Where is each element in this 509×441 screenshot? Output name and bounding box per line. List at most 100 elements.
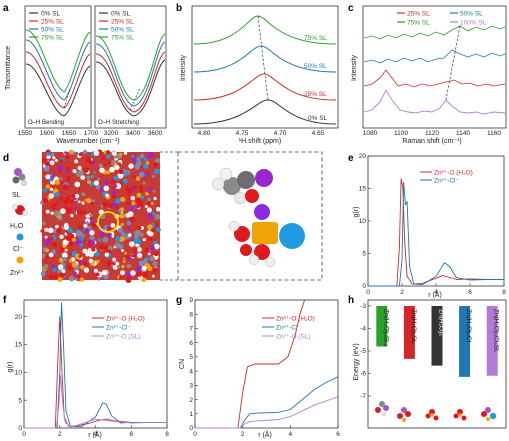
panel-b-tick: 4.65 bbox=[312, 130, 325, 137]
legend-label: Zn²⁺-O (H₂O) bbox=[434, 170, 473, 177]
hydrogen-atom bbox=[228, 220, 240, 232]
legend-label-cl: Cl⁻ bbox=[13, 246, 24, 253]
panel-e-xlabel: r (Å) bbox=[428, 290, 442, 299]
x-tick-label: 2 bbox=[400, 289, 404, 296]
panel-a-letter: a bbox=[3, 3, 9, 14]
x-tick-label: 8 bbox=[165, 431, 169, 438]
panel-b-series-label: 75% SL bbox=[304, 35, 327, 42]
panel-e-legend: Zn²⁺-O (H₂O) Zn²⁺-Cl⁻ bbox=[420, 170, 473, 185]
series-line-2 bbox=[195, 376, 339, 429]
chloride-ion-icon bbox=[16, 233, 24, 241]
panel-e: e g(r) r (Å) 0 5 10 15 20 0 2 4 6 8 Zn²⁺-O (H₂O)… bbox=[348, 153, 506, 299]
panel-a-left-tick: 1650 bbox=[62, 130, 77, 137]
legend-label: 25% SL bbox=[111, 19, 134, 26]
zinc-ion bbox=[252, 222, 278, 244]
cluster-thumbnail-icon bbox=[397, 407, 411, 422]
panel-f-ylabel: g(r) bbox=[7, 362, 14, 373]
panel-f-frame bbox=[23, 299, 168, 429]
panel-h-letter: h bbox=[348, 295, 354, 306]
legend-label-sl: SL bbox=[12, 192, 21, 199]
hydrogen-atom bbox=[264, 256, 276, 268]
panel-b-tick: 4.80 bbox=[198, 130, 211, 137]
water-oxygen bbox=[240, 244, 252, 256]
x-tick-label: 8 bbox=[502, 289, 506, 296]
y-tick-label: 8 bbox=[189, 311, 193, 318]
legend-label: Zn²⁺-Cl⁻ bbox=[276, 325, 301, 332]
panel-a-right-tick: 3400 bbox=[126, 130, 141, 137]
panel-a-right-note: O–H Stretching bbox=[98, 120, 139, 126]
panel-a-right-curve-25 bbox=[95, 51, 166, 113]
legend-label: 100% SL bbox=[460, 20, 487, 27]
cluster-thumbnail-icon bbox=[425, 409, 439, 421]
panel-c-frame bbox=[362, 5, 507, 129]
legend-label: 0% SL bbox=[41, 11, 61, 18]
chloride-ion bbox=[279, 223, 305, 249]
panel-a-left-tick: 1700 bbox=[84, 130, 99, 137]
panel-h: h Energy (eV) -3 -4 -5 -6 -7 Zn(H₂O)₃SL₃ Zn(H… bbox=[348, 295, 507, 429]
hydrogen-atom bbox=[219, 167, 233, 181]
y-tick-label: 2 bbox=[189, 397, 193, 404]
x-tick-label: 0 bbox=[193, 431, 197, 438]
panel-b-ylabel: Intensity bbox=[180, 54, 187, 81]
cluster-thumbnail-icon bbox=[481, 407, 497, 421]
panel-a: a Transmittance Wavenumber (cm⁻¹) O–H Be… bbox=[3, 3, 167, 145]
series-line-3 bbox=[24, 374, 167, 429]
panel-a-left-curve-50 bbox=[25, 39, 91, 101]
panel-e-letter: e bbox=[348, 153, 354, 164]
panel-c-curve-50 bbox=[363, 49, 506, 64]
panel-b-series-label: 50% SL bbox=[304, 63, 327, 70]
y-tick-label: 15 bbox=[359, 186, 367, 193]
energy-bar bbox=[459, 306, 471, 377]
panel-c-curve-100 bbox=[363, 89, 506, 115]
panel-a-left-curve-25 bbox=[25, 51, 91, 109]
panel-b-curve-25 bbox=[193, 73, 337, 101]
panel-c: c Intensity Raman shift (cm⁻¹) 1080 1100… bbox=[348, 3, 507, 145]
bar-category-label: Zn(H₂O)₅Cl bbox=[465, 309, 472, 343]
panel-c-letter: c bbox=[348, 3, 354, 14]
panel-b-letter: b bbox=[176, 3, 182, 14]
bar-category-label: Zn(H₂O)₅SL bbox=[410, 309, 417, 344]
bar-category-label: Zn(H₂O)₃Cl₃SL bbox=[493, 309, 500, 353]
legend-label: 75% SL bbox=[407, 20, 430, 27]
y-tick-label: 5 bbox=[189, 354, 193, 361]
y-tick-label: 15 bbox=[15, 342, 23, 349]
legend-label: 50% SL bbox=[41, 27, 64, 34]
legend-label: Zn²⁺-O (H₂O) bbox=[106, 316, 145, 323]
x-tick-label: 4 bbox=[94, 431, 98, 438]
series-line-1 bbox=[195, 299, 306, 429]
panel-a-left-frame bbox=[24, 5, 92, 129]
panel-c-legend: 25% SL 50% SL 75% SL 100% SL bbox=[397, 11, 487, 27]
oxygen-atom bbox=[245, 189, 259, 203]
x-tick-label: 4 bbox=[434, 289, 438, 296]
series-line-2 bbox=[24, 302, 167, 429]
panel-b-series-label: 25% SL bbox=[304, 91, 327, 98]
panel-g-xlabel: r (Å) bbox=[258, 430, 272, 439]
y-tick-label: -5 bbox=[360, 348, 366, 355]
y-tick-label: -4 bbox=[360, 326, 366, 333]
y-tick-label: -6 bbox=[360, 371, 366, 378]
panel-a-right-curve-75 bbox=[95, 33, 166, 101]
panel-e-ylabel: g(r) bbox=[353, 207, 360, 218]
cluster-thumbnail-icon bbox=[453, 409, 467, 421]
panel-a-right-tick: 3200 bbox=[104, 130, 119, 137]
panel-c-tick: 1120 bbox=[425, 130, 439, 137]
y-tick-label: 0 bbox=[189, 425, 193, 432]
solvation-cluster bbox=[211, 167, 305, 268]
simulation-atoms bbox=[40, 149, 161, 283]
panel-b-tick: 4.70 bbox=[274, 130, 287, 137]
y-tick-label: 10 bbox=[15, 370, 23, 377]
panel-g: g CN r (Å) 0 1 2 3 4 5 6 7 8 9 0 2 4 6 Zn²⁺-O (H₂O) … bbox=[176, 295, 340, 439]
panel-h-frame bbox=[367, 299, 507, 429]
y-tick-label: 0 bbox=[362, 283, 366, 290]
bar-category-label: Zn(H₂O)₃SL₃ bbox=[382, 309, 389, 347]
carbon-atom bbox=[223, 177, 241, 195]
y-tick-label: 6 bbox=[189, 340, 193, 347]
legend-label: Zn²⁺-O (SL) bbox=[276, 334, 311, 341]
panel-a-left-tick: 1550 bbox=[18, 130, 33, 137]
energy-bar bbox=[376, 306, 388, 347]
carbon-atom bbox=[237, 171, 255, 189]
y-tick-label: 5 bbox=[18, 397, 22, 404]
series-line-2 bbox=[368, 181, 504, 287]
y-tick-label: 10 bbox=[359, 218, 367, 225]
